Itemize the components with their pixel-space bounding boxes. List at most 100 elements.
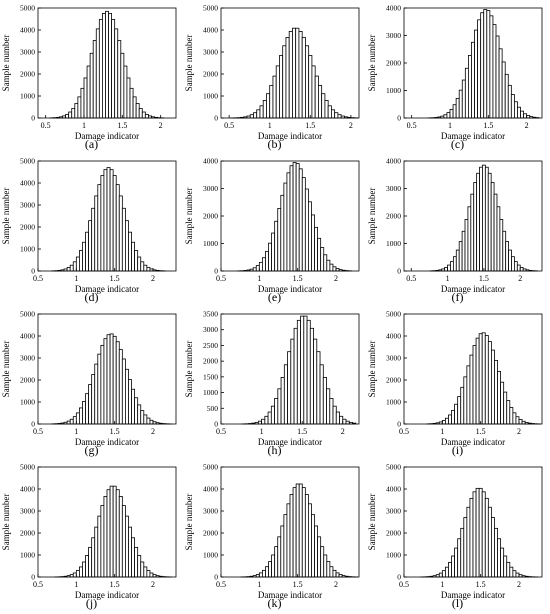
- histogram-bar: [455, 97, 460, 119]
- y-tick-label: 0: [214, 573, 218, 582]
- histogram-bar: [295, 27, 300, 119]
- histogram-bar: [72, 572, 77, 578]
- histogram-bar: [491, 517, 495, 578]
- histogram-bar: [521, 420, 526, 425]
- histogram-bar: [269, 85, 274, 119]
- histogram-svg: 0.5 1 1.5 2 0 1000 2000 3000 4000 5000 Damage indi…: [184, 463, 360, 600]
- x-tick-label: 2: [334, 274, 338, 283]
- x-tick-label: 1.5: [293, 580, 303, 589]
- histogram-bar: [454, 547, 459, 578]
- histogram-panel: 0.5 1 1.5 2 0 1000 2000 3000 4000 5000 Damage indi…: [0, 306, 183, 459]
- y-tick-label: 1000: [20, 551, 35, 560]
- histogram-bar: [277, 536, 282, 578]
- histogram-bar: [109, 333, 114, 425]
- histogram-bar: [502, 230, 507, 272]
- histogram-bar: [128, 379, 132, 425]
- y-tick-label: 3500: [203, 310, 218, 319]
- histogram-bar: [137, 555, 142, 578]
- histogram-bar: [498, 48, 503, 119]
- histogram-bar: [103, 338, 108, 425]
- y-tick-label: 1000: [20, 245, 35, 254]
- histogram-bar: [141, 111, 146, 119]
- histogram-bar: [484, 166, 489, 272]
- histogram-bar: [509, 566, 514, 578]
- histogram-bar: [106, 334, 111, 425]
- histogram-bar: [126, 77, 131, 119]
- histogram-bar: [295, 163, 300, 272]
- histogram-bar: [69, 418, 74, 425]
- histogram-bar: [115, 489, 120, 578]
- y-tick-label: 2000: [203, 357, 218, 366]
- histogram-bar: [115, 341, 120, 425]
- histogram-bar: [280, 525, 285, 578]
- histogram-bar: [125, 515, 129, 578]
- y-tick-label: 5000: [386, 310, 401, 319]
- histogram-bar: [301, 37, 306, 119]
- y-tick-label: 1000: [203, 388, 218, 397]
- histogram-bar: [253, 112, 258, 119]
- histogram-bar: [79, 566, 83, 578]
- y-tick-label: 4000: [20, 485, 35, 494]
- x-tick-label: 0.5: [216, 274, 226, 283]
- histogram-bar: [131, 537, 135, 578]
- histogram-bar: [320, 247, 325, 272]
- y-axis-label: Sample number: [1, 188, 11, 245]
- x-tick-label: 1.5: [117, 121, 127, 130]
- histogram-bar: [100, 344, 105, 425]
- histogram-bar: [77, 96, 82, 119]
- histogram-bar: [82, 241, 86, 272]
- histogram-bar: [326, 259, 331, 272]
- panel-label: (j): [85, 596, 98, 610]
- histogram-bar: [91, 207, 96, 272]
- histogram-bar: [507, 84, 512, 119]
- x-tick-label: 2: [334, 580, 338, 589]
- y-tick-label: 5000: [20, 157, 35, 166]
- histogram-bar: [461, 230, 466, 272]
- x-tick-label: 1: [74, 274, 78, 283]
- y-tick-label: 5000: [20, 310, 35, 319]
- histogram-bar: [65, 113, 70, 119]
- histogram-bar: [114, 28, 119, 119]
- histogram-bar: [509, 407, 514, 425]
- x-tick-label: 0.5: [33, 274, 43, 283]
- histogram-bar: [289, 165, 294, 272]
- histogram-bar: [317, 536, 322, 578]
- histogram-bar: [140, 561, 145, 578]
- histogram-bar: [487, 506, 492, 578]
- histogram-bar: [283, 182, 288, 272]
- histogram-bar: [128, 526, 132, 578]
- y-tick-label: 1000: [20, 398, 35, 407]
- histogram-bar: [455, 249, 460, 272]
- histogram-bar: [477, 19, 482, 119]
- histogram-bar: [495, 35, 500, 119]
- y-tick-label: 1000: [386, 398, 401, 407]
- x-tick-label: 1: [448, 121, 452, 130]
- histogram-bar: [503, 391, 508, 425]
- histogram-bar: [249, 114, 254, 119]
- histogram-bar: [334, 112, 339, 119]
- histogram-bar: [466, 506, 471, 578]
- histogram-bar: [146, 417, 151, 425]
- y-tick-label: 3000: [386, 31, 401, 40]
- histogram-bar: [112, 175, 117, 272]
- histogram-panel: 0.5 1 1.5 2 0 1000 2000 3000 4000 5000 Damage indi…: [0, 0, 183, 153]
- histogram-bar: [94, 195, 99, 272]
- histogram-bar: [258, 572, 263, 578]
- histogram-bar: [335, 411, 340, 425]
- histogram-bar: [464, 67, 469, 119]
- y-tick-label: 4000: [20, 332, 35, 341]
- histogram-bar: [486, 10, 491, 119]
- histogram-bar: [298, 483, 303, 578]
- histogram-bar: [277, 388, 282, 425]
- histogram-bar: [109, 485, 114, 578]
- histogram-bar: [280, 194, 285, 272]
- y-tick-label: 0: [397, 267, 401, 276]
- y-tick-label: 0: [397, 420, 401, 429]
- histogram-bar: [473, 182, 478, 272]
- y-tick-label: 5000: [203, 4, 218, 13]
- y-tick-label: 2000: [386, 212, 401, 221]
- histogram-bar: [329, 566, 334, 578]
- histogram-bar: [97, 184, 102, 272]
- y-tick-label: 3000: [20, 201, 35, 210]
- histogram-panel: 0.5 1 1.5 2 0 1000 2000 3000 4000 5000 Damage indi…: [183, 0, 366, 153]
